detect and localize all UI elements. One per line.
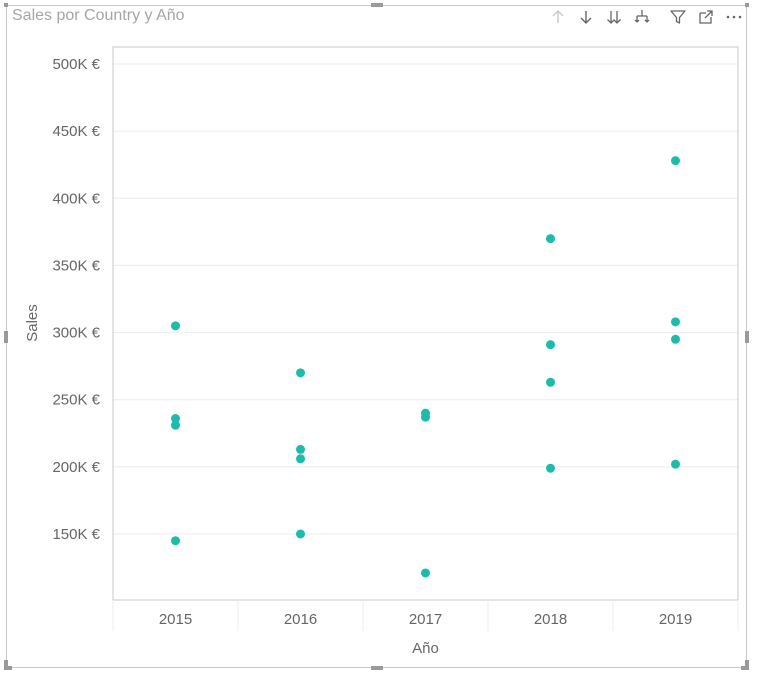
data-point[interactable] (546, 463, 555, 473)
visual-title: Sales por Country y Año (12, 7, 185, 24)
resize-handle-bottom-right-v[interactable] (745, 660, 749, 670)
x-tick-label: 2019 (659, 611, 692, 628)
y-tick-label: 250K € (52, 392, 100, 409)
data-point[interactable] (296, 529, 305, 539)
visual-container[interactable] (6, 5, 747, 668)
data-point[interactable] (171, 321, 180, 331)
resize-handle-right[interactable] (745, 331, 749, 343)
data-point[interactable] (296, 368, 305, 378)
filter-icon[interactable] (668, 7, 688, 27)
more-options-icon[interactable] (724, 7, 744, 27)
focus-mode-icon[interactable] (696, 7, 716, 27)
resize-handle-bottom-left[interactable] (4, 666, 12, 670)
data-point[interactable] (171, 536, 180, 546)
expand-next-level-icon[interactable] (604, 7, 624, 27)
data-point[interactable] (546, 234, 555, 244)
resize-handle-bottom-left-v[interactable] (4, 660, 8, 670)
y-tick-label: 150K € (52, 526, 100, 543)
data-point[interactable] (421, 568, 430, 578)
y-tick-label: 450K € (52, 123, 100, 140)
y-tick-label: 400K € (52, 190, 100, 207)
data-point[interactable] (671, 317, 680, 327)
x-tick-label: 2018 (534, 611, 567, 628)
drill-up-icon[interactable] (548, 7, 568, 27)
resize-handle-bottom[interactable] (371, 666, 383, 670)
plot-area-border (112, 46, 739, 601)
x-tick-label: 2017 (409, 611, 442, 628)
data-point[interactable] (296, 444, 305, 454)
resize-handle-top-right[interactable] (745, 3, 749, 7)
y-tick-label: 300K € (52, 325, 100, 342)
visual-header-toolbar (548, 7, 748, 27)
data-point[interactable] (546, 340, 555, 350)
expand-hierarchy-icon[interactable] (632, 7, 652, 27)
x-tick-label: 2016 (284, 611, 317, 628)
data-point[interactable] (296, 454, 305, 464)
data-point[interactable] (421, 412, 430, 422)
data-point[interactable] (671, 459, 680, 469)
y-axis-title: Sales (24, 304, 41, 342)
resize-handle-left[interactable] (4, 331, 8, 343)
data-point[interactable] (546, 377, 555, 387)
resize-handle-top[interactable] (371, 3, 383, 7)
y-tick-label: 200K € (52, 459, 100, 476)
data-point[interactable] (671, 156, 680, 166)
data-point[interactable] (171, 414, 180, 424)
x-tick-label: 2015 (159, 611, 192, 628)
y-tick-label: 500K € (52, 56, 100, 73)
y-tick-label: 350K € (52, 257, 100, 274)
resize-handle-top-left[interactable] (4, 3, 8, 7)
drill-down-icon[interactable] (576, 7, 596, 27)
data-point[interactable] (171, 420, 180, 430)
data-point[interactable] (671, 334, 680, 344)
x-axis-title: Año (412, 640, 439, 657)
